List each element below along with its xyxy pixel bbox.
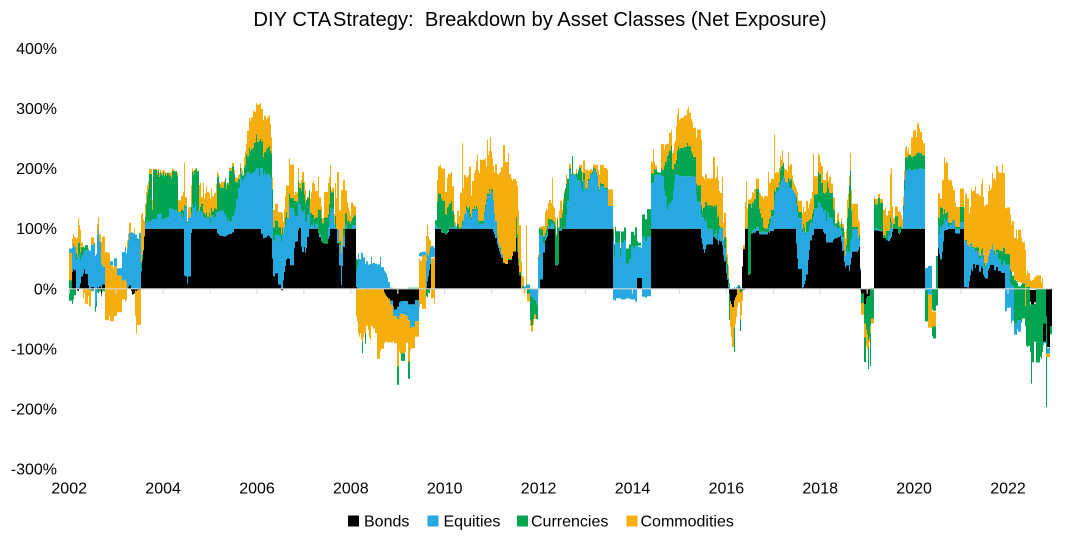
svg-text:100%: 100% <box>16 221 57 238</box>
svg-text:-200%: -200% <box>11 401 57 418</box>
svg-text:2008: 2008 <box>333 481 369 498</box>
svg-text:Equities: Equities <box>444 514 501 531</box>
svg-text:-100%: -100% <box>11 341 57 358</box>
svg-text:-300%: -300% <box>11 461 57 478</box>
svg-text:Bonds: Bonds <box>364 514 409 531</box>
svg-text:2006: 2006 <box>239 481 275 498</box>
svg-text:2010: 2010 <box>427 481 463 498</box>
svg-text:0%: 0% <box>34 281 57 298</box>
svg-text:DIY CTA Strategy: Breakdown b: DIY CTA Strategy: Breakdown by Asset Cla… <box>253 9 826 31</box>
svg-text:2014: 2014 <box>615 481 651 498</box>
svg-text:Currencies: Currencies <box>531 514 608 531</box>
svg-text:2012: 2012 <box>521 481 557 498</box>
svg-text:2020: 2020 <box>896 481 932 498</box>
svg-text:Commodities: Commodities <box>641 514 734 531</box>
svg-text:2004: 2004 <box>145 481 181 498</box>
svg-text:2018: 2018 <box>802 481 838 498</box>
svg-text:200%: 200% <box>16 161 57 178</box>
svg-text:2022: 2022 <box>990 481 1026 498</box>
svg-text:400%: 400% <box>16 41 57 58</box>
svg-text:2002: 2002 <box>51 481 87 498</box>
svg-text:300%: 300% <box>16 101 57 118</box>
svg-text:2016: 2016 <box>709 481 745 498</box>
